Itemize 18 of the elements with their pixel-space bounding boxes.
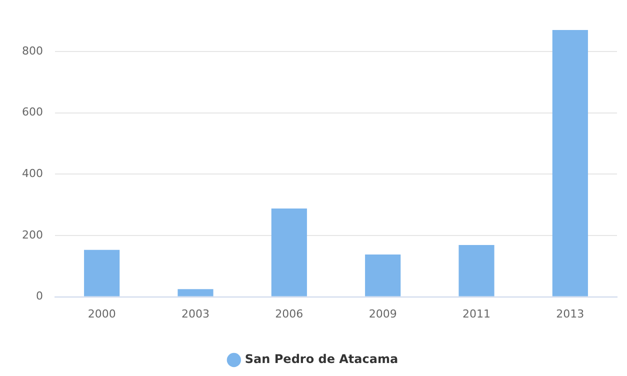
legend-label: San Pedro de Atacama: [244, 352, 398, 366]
x-tick-label: 2011: [462, 307, 490, 320]
x-tick-label: 2013: [556, 307, 584, 320]
x-tick-label: 2009: [368, 307, 397, 320]
bar: [178, 289, 214, 296]
bar: [458, 244, 494, 296]
y-tick-label: 200: [22, 228, 43, 242]
y-tick-label: 800: [22, 44, 43, 58]
x-tick-label: 2006: [275, 307, 304, 320]
x-tick-label: 2000: [88, 307, 116, 320]
bar: [552, 30, 588, 296]
y-tick-label: 400: [22, 166, 43, 180]
x-tick-label: 2003: [181, 307, 210, 320]
bar: [84, 250, 120, 296]
bar: [365, 254, 401, 296]
bar: [271, 208, 307, 296]
y-tick-label: 600: [22, 106, 43, 119]
y-tick-label: 0: [36, 290, 43, 303]
